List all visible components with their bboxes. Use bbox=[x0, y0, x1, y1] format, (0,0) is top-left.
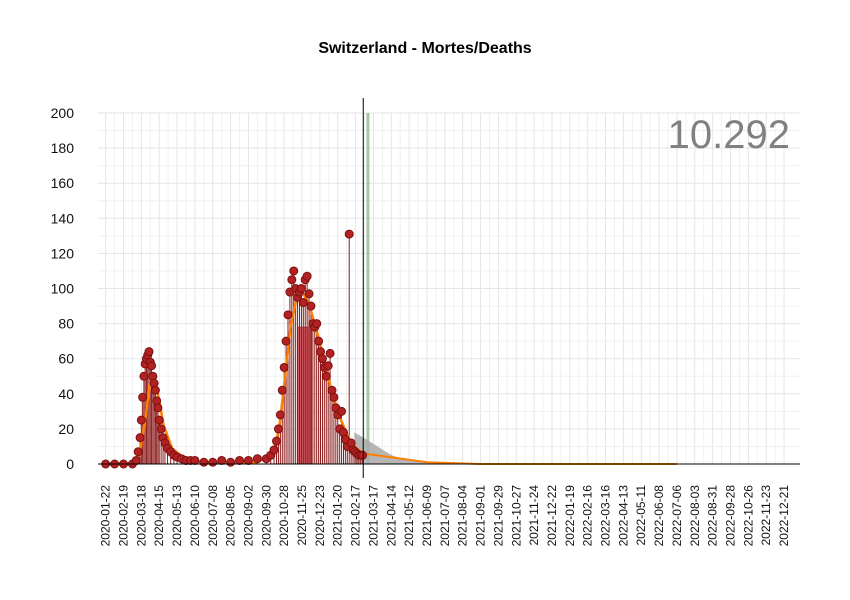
data-point bbox=[208, 457, 218, 467]
data-point bbox=[275, 410, 285, 420]
data-point bbox=[329, 392, 339, 402]
y-tick-label: 60 bbox=[58, 351, 74, 367]
x-tick-label: 2020-01-22 bbox=[99, 485, 113, 547]
data-point bbox=[136, 415, 146, 425]
data-point bbox=[226, 457, 236, 467]
total-deaths-label: 10.292 bbox=[668, 113, 790, 157]
x-tick-label: 2022-11-23 bbox=[759, 485, 773, 546]
data-point bbox=[277, 385, 287, 395]
data-point bbox=[323, 361, 333, 371]
data-point bbox=[243, 455, 253, 465]
data-point bbox=[133, 447, 143, 457]
x-tick-label: 2020-10-28 bbox=[277, 485, 291, 547]
x-tick-label: 2022-07-06 bbox=[670, 485, 684, 547]
y-tick-label: 140 bbox=[51, 210, 75, 226]
x-tick-label: 2021-02-17 bbox=[349, 485, 363, 547]
data-point bbox=[135, 433, 145, 443]
data-point bbox=[279, 362, 289, 372]
data-point bbox=[154, 415, 164, 425]
x-tick-label: 2022-08-31 bbox=[706, 485, 720, 547]
highlight-band bbox=[366, 113, 370, 464]
data-point bbox=[217, 455, 227, 465]
x-tick-label: 2022-10-26 bbox=[741, 485, 755, 547]
data-point bbox=[153, 403, 163, 413]
data-point bbox=[252, 454, 262, 464]
y-tick-label: 180 bbox=[51, 140, 75, 156]
x-tick-label: 2020-03-18 bbox=[134, 485, 148, 547]
x-tick-label: 2020-02-19 bbox=[117, 485, 131, 547]
data-point bbox=[302, 271, 312, 281]
x-tick-label: 2022-02-16 bbox=[581, 485, 595, 547]
x-tick-label: 2022-06-08 bbox=[652, 485, 666, 547]
x-tick-label: 2021-09-29 bbox=[491, 485, 505, 547]
data-point bbox=[321, 371, 331, 381]
x-tick-label: 2021-06-09 bbox=[420, 485, 434, 547]
data-point bbox=[147, 361, 157, 371]
y-tick-label: 100 bbox=[51, 281, 75, 297]
data-point bbox=[199, 457, 209, 467]
data-point bbox=[235, 455, 245, 465]
x-tick-label: 2020-04-15 bbox=[152, 485, 166, 547]
data-point bbox=[298, 298, 308, 308]
data-point bbox=[337, 406, 347, 416]
y-tick-label: 40 bbox=[58, 386, 74, 402]
data-point bbox=[312, 319, 322, 329]
x-tick-label: 2020-07-08 bbox=[206, 485, 220, 547]
data-point bbox=[272, 436, 282, 446]
chart-title: Switzerland - Mortes/Deaths bbox=[318, 40, 532, 57]
x-tick-label: 2022-08-03 bbox=[688, 485, 702, 547]
y-tick-label: 120 bbox=[51, 245, 75, 261]
x-tick-label: 2020-08-05 bbox=[224, 485, 238, 547]
data-point bbox=[150, 385, 160, 395]
x-tick-label: 2020-05-13 bbox=[170, 485, 184, 547]
x-tick-label: 2022-03-16 bbox=[599, 485, 613, 547]
data-point bbox=[283, 310, 293, 320]
data-point bbox=[269, 445, 279, 455]
x-tick-label: 2021-05-12 bbox=[402, 485, 416, 547]
data-point bbox=[281, 336, 291, 346]
data-point bbox=[317, 354, 327, 364]
y-tick-label: 0 bbox=[66, 456, 74, 472]
x-tick-label: 2022-12-21 bbox=[777, 485, 791, 547]
x-tick-label: 2021-08-04 bbox=[456, 485, 470, 547]
data-point bbox=[296, 284, 306, 293]
x-tick-label: 2022-01-19 bbox=[563, 485, 577, 547]
x-tick-label: 2021-07-07 bbox=[438, 485, 452, 547]
data-point bbox=[156, 424, 166, 434]
data-point bbox=[190, 455, 200, 465]
x-tick-label: 2021-04-14 bbox=[384, 485, 398, 547]
data-point bbox=[306, 301, 316, 311]
data-point bbox=[304, 289, 314, 299]
data-point bbox=[144, 347, 154, 357]
x-tick-label: 2021-12-22 bbox=[545, 485, 559, 547]
x-tick-label: 2022-09-28 bbox=[724, 485, 738, 547]
data-point bbox=[314, 336, 324, 346]
data-point bbox=[358, 450, 368, 460]
data-point bbox=[139, 371, 149, 381]
x-tick-label: 2021-09-01 bbox=[474, 485, 488, 547]
data-point bbox=[138, 392, 148, 402]
x-tick-label: 2020-06-10 bbox=[188, 485, 202, 547]
data-point bbox=[325, 348, 335, 358]
y-tick-label: 80 bbox=[58, 316, 74, 332]
x-tick-label: 2020-09-30 bbox=[259, 485, 273, 547]
y-tick-label: 20 bbox=[58, 421, 74, 437]
data-point bbox=[344, 229, 354, 239]
x-tick-label: 2020-12-23 bbox=[313, 485, 327, 547]
y-tick-label: 160 bbox=[51, 175, 75, 191]
x-tick-label: 2021-11-24 bbox=[527, 485, 541, 546]
x-tick-label: 2021-03-17 bbox=[366, 485, 380, 547]
x-tick-label: 2022-04-13 bbox=[616, 485, 630, 547]
x-tick-label: 2021-10-27 bbox=[509, 485, 523, 547]
y-tick-label: 200 bbox=[51, 105, 75, 121]
data-point bbox=[287, 275, 297, 285]
x-tick-label: 2021-01-20 bbox=[331, 485, 345, 547]
x-tick-label: 2022-05-11 bbox=[634, 485, 648, 546]
data-point bbox=[131, 455, 141, 465]
data-point bbox=[289, 266, 299, 276]
x-tick-label: 2020-11-25 bbox=[295, 485, 309, 546]
x-tick-label: 2020-09-02 bbox=[241, 485, 255, 547]
data-point bbox=[273, 424, 283, 434]
